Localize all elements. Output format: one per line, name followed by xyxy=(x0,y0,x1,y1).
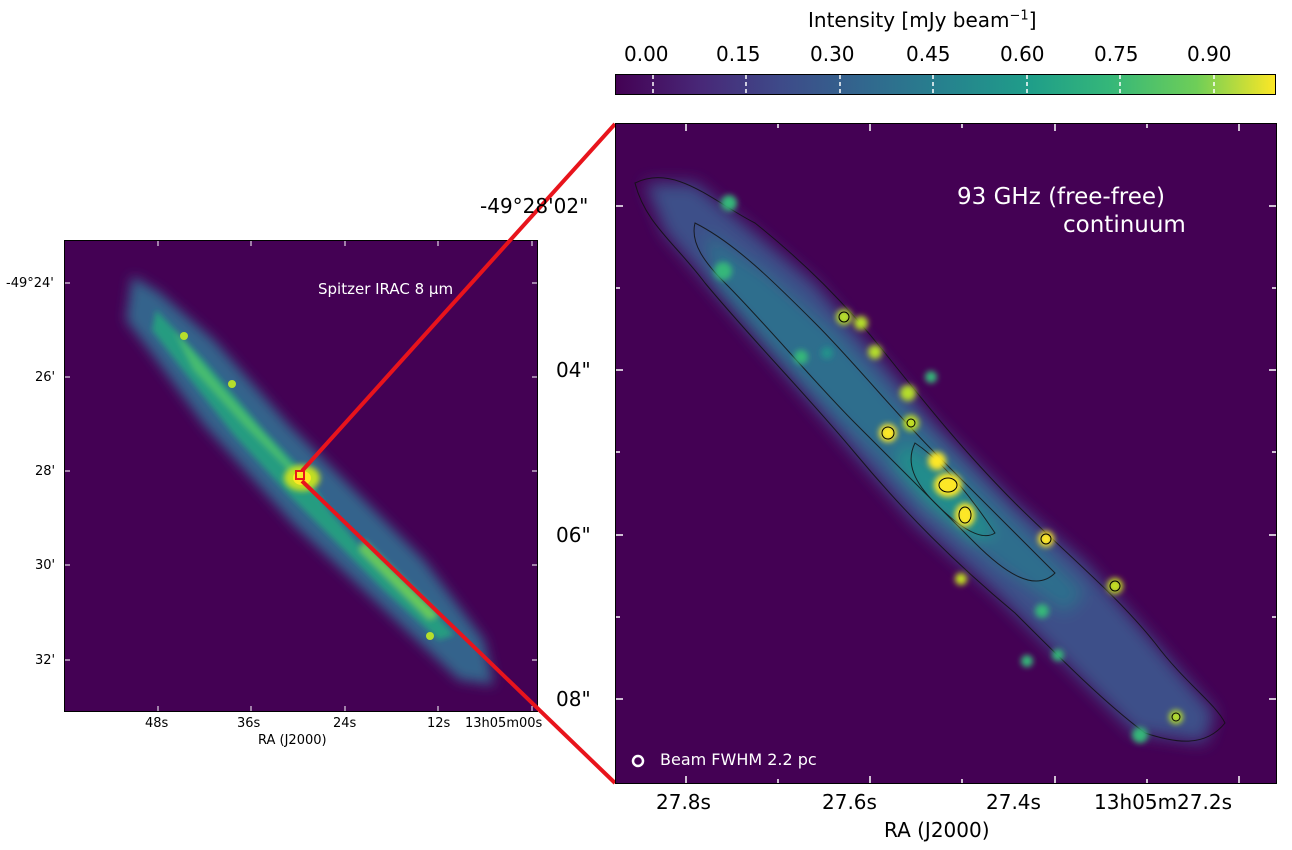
right-x-tick-1: 27.6s xyxy=(822,790,877,814)
left-x-tick-2: 24s xyxy=(333,716,357,731)
left-x-tick-0: 48s xyxy=(145,716,169,731)
right-y-tick-3: 08" xyxy=(556,687,591,711)
left-x-tick-3: 12s xyxy=(427,716,451,731)
left-y-tick-4: 32' xyxy=(35,653,56,668)
colorbar-label: Intensity [mJy beam−1] xyxy=(808,8,1037,32)
left-y-tick-0: -49°24' xyxy=(6,276,54,291)
right-x-axis-title: RA (J2000) xyxy=(884,818,990,842)
zoom-box xyxy=(295,470,305,480)
colorbar-tick-0: 0.00 xyxy=(624,42,669,66)
colorbar-tick-5: 0.75 xyxy=(1094,42,1139,66)
left-y-tick-1: 26' xyxy=(35,370,56,385)
right-panel-label-line1: 93 GHz (free-free) xyxy=(957,184,1166,210)
right-y-tick-0: -49°28'02" xyxy=(480,194,589,218)
left-panel-label: Spitzer IRAC 8 µm xyxy=(318,280,454,298)
beam-label: Beam FWHM 2.2 pc xyxy=(660,750,817,769)
colorbar-tick-1: 0.15 xyxy=(716,42,761,66)
left-y-tick-3: 30' xyxy=(35,558,56,573)
right-y-tick-2: 06" xyxy=(556,523,591,547)
right-x-tick-0: 27.8s xyxy=(656,790,711,814)
right-x-tick-2: 27.4s xyxy=(986,790,1041,814)
left-x-tick-4: 13h05m00s xyxy=(465,716,543,731)
left-y-tick-2: 28' xyxy=(35,464,56,479)
continuum-map xyxy=(615,123,1277,784)
colorbar-label-exponent: −1 xyxy=(1009,8,1029,24)
left-x-tick-1: 36s xyxy=(237,716,261,731)
colorbar-tick-6: 0.90 xyxy=(1187,42,1232,66)
left-x-axis-title: RA (J2000) xyxy=(258,733,327,748)
right-panel-label-line2: continuum xyxy=(1063,212,1186,238)
colorbar-tick-4: 0.60 xyxy=(1000,42,1045,66)
beam-marker xyxy=(631,754,645,768)
colorbar-tick-3: 0.45 xyxy=(906,42,951,66)
colorbar-tick-2: 0.30 xyxy=(810,42,855,66)
right-x-tick-3: 13h05m27.2s xyxy=(1094,790,1233,814)
colorbar xyxy=(615,74,1276,95)
colorbar-label-main: Intensity [mJy beam xyxy=(808,8,1010,32)
right-y-tick-1: 04" xyxy=(556,358,591,382)
colorbar-label-close: ] xyxy=(1028,8,1037,32)
